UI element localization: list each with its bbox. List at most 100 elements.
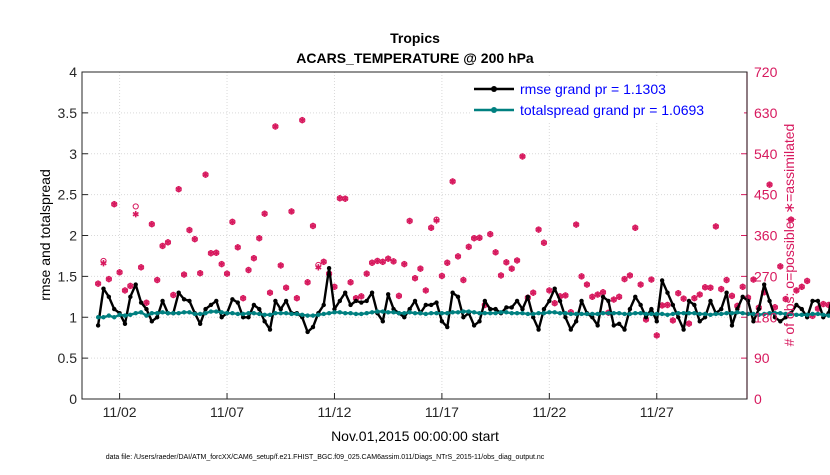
rmse-point (155, 315, 160, 320)
totalspread-point (343, 310, 348, 316)
assimilated-obs-marker (223, 270, 231, 277)
assimilated-star-stroke (186, 227, 193, 233)
assimilated-obs-marker (202, 171, 209, 178)
y-tick-label: 0 (69, 391, 77, 407)
assimilated-obs-marker (578, 273, 585, 280)
rmse-point (772, 315, 778, 320)
rmse-point (665, 290, 670, 295)
totalspread-point (772, 310, 778, 316)
series-lines (95, 266, 830, 335)
totalspread-point (616, 310, 622, 316)
totalspread-point (633, 310, 638, 316)
totalspread-point (477, 310, 482, 316)
y-tick-label: 3.5 (58, 105, 78, 121)
rmse-point (95, 323, 101, 328)
totalspread-point (509, 310, 514, 316)
assimilated-star-stroke (718, 286, 725, 292)
assimilated-star-stroke (207, 250, 215, 256)
y-tick-label: 2 (69, 228, 77, 244)
totalspread-point (289, 311, 294, 317)
assimilated-obs-marker (470, 235, 478, 242)
rmse-point (240, 315, 246, 320)
totalspread-point (719, 311, 724, 317)
totalspread-point (649, 311, 654, 317)
assimilated-star-stroke (105, 276, 113, 282)
rmse-point (428, 302, 434, 308)
totalspread-point (133, 310, 138, 316)
rmse-point (122, 321, 128, 326)
assimilated-star-stroke (766, 182, 773, 187)
totalspread-point (568, 311, 574, 317)
assimilated-obs-marker (137, 264, 145, 271)
rmse-point (439, 319, 445, 324)
rmse-point (305, 329, 310, 335)
y-tick-label: 1 (69, 309, 77, 325)
rmse-point (670, 302, 676, 308)
assimilated-star-stroke (358, 294, 365, 299)
assimilated-star-stroke (100, 260, 107, 266)
assimilated-obs-marker (696, 291, 703, 298)
totalspread-point (155, 310, 160, 316)
assimilated-obs-marker (277, 262, 284, 269)
assimilated-star-stroke (191, 236, 198, 242)
legend: rmse grand pr = 1.1303 totalspread grand… (470, 77, 744, 123)
totalspread-point (681, 310, 686, 316)
legend-label-totalspread: totalspread grand pr = 1.0693 (520, 102, 704, 118)
assimilated-star-stroke (438, 273, 446, 279)
rmse-point (627, 306, 633, 312)
rmse-point (681, 327, 686, 332)
assimilated-star-stroke (653, 333, 660, 338)
assimilated-obs-marker (460, 276, 467, 284)
totalspread-point (783, 311, 788, 317)
rmse-point (692, 302, 697, 308)
totalspread-point (267, 312, 273, 317)
rmse-point (611, 323, 616, 328)
rmse-point (810, 298, 815, 304)
rmse-point (702, 315, 708, 320)
rmse-point (761, 282, 767, 287)
assimilated-obs-marker (175, 185, 182, 193)
rmse-point (273, 298, 278, 304)
x-tick-label: 11/22 (532, 404, 566, 420)
data-file-footer: data file: /Users/raeder/DAI/ATM_forcXX/… (106, 454, 545, 461)
y2-tick-label: 540 (754, 146, 778, 162)
rmse-point (493, 306, 498, 312)
totalspread-point (788, 311, 794, 317)
totalspread-point (611, 310, 616, 316)
assimilated-star-stroke (180, 272, 188, 277)
totalspread-point (670, 311, 676, 317)
assimilated-obs-marker (648, 276, 655, 283)
assimilated-obs-marker (191, 235, 198, 243)
assimilated-obs-marker (707, 284, 714, 291)
totalspread-point (439, 310, 445, 316)
totalspread-point (471, 310, 477, 315)
y2-tick-label: 180 (754, 309, 778, 325)
rmse-point (482, 298, 488, 304)
assimilated-obs-marker (487, 230, 494, 238)
totalspread-point (396, 310, 402, 316)
totalspread-point (181, 310, 187, 315)
rmse-point (412, 298, 418, 304)
totalspread-point (364, 310, 369, 316)
rmse-point (149, 319, 155, 324)
rmse-point (477, 319, 482, 324)
rmse-point (649, 306, 654, 312)
assimilated-star-stroke (121, 288, 129, 293)
totalspread-point (412, 310, 418, 316)
assimilated-obs-marker (299, 116, 306, 124)
assimilated-star-stroke (669, 318, 677, 323)
assimilated-star-stroke (513, 258, 521, 263)
assimilated-star-stroke (197, 270, 204, 276)
rmse-point (402, 315, 407, 320)
totalspread-point (326, 310, 332, 316)
rmse-point (326, 266, 332, 271)
y2-tick-label: 630 (754, 105, 778, 121)
totalspread-point (214, 309, 219, 314)
assimilated-obs-marker (728, 292, 736, 300)
totalspread-point (95, 315, 101, 320)
assimilated-obs-marker (320, 258, 327, 266)
totalspread-point (300, 312, 305, 317)
x-axis-label: Nov.01,2015 00:00:00 start (331, 428, 499, 444)
assimilated-obs-marker (111, 200, 118, 208)
